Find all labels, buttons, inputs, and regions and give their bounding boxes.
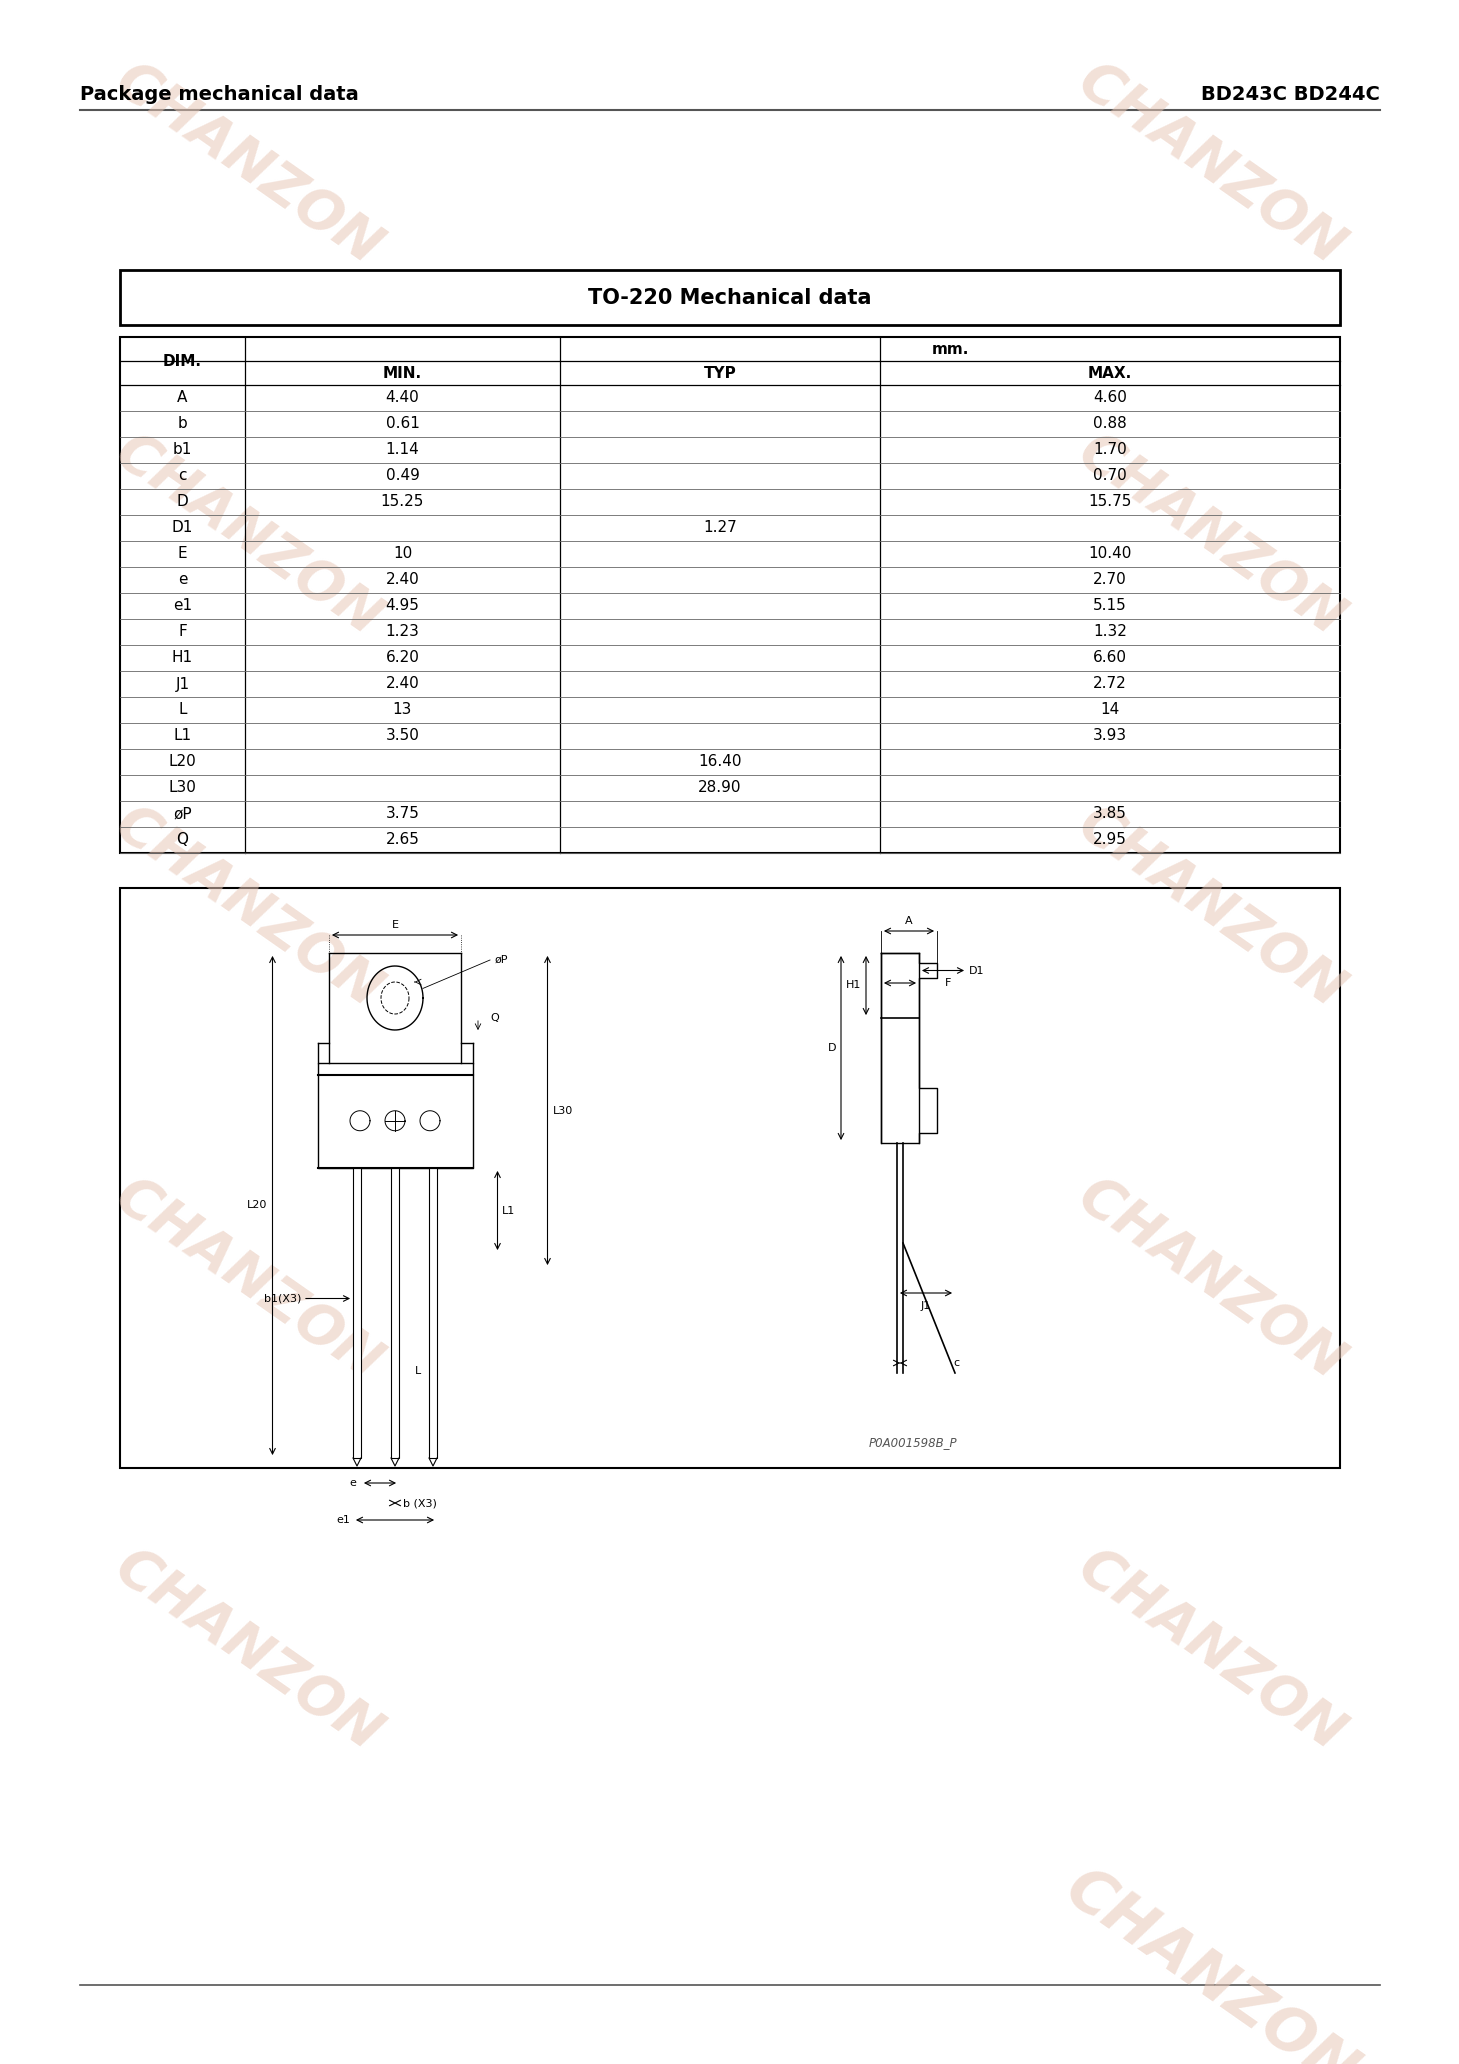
Text: b1: b1 bbox=[172, 442, 193, 458]
Bar bbox=[120, 888, 1339, 1468]
Text: 2.40: 2.40 bbox=[385, 677, 419, 691]
Text: 5.15: 5.15 bbox=[1093, 599, 1126, 613]
Text: c: c bbox=[953, 1358, 959, 1368]
Text: 1.14: 1.14 bbox=[385, 442, 419, 458]
Text: 3.85: 3.85 bbox=[1093, 807, 1126, 821]
Text: 3.50: 3.50 bbox=[385, 729, 419, 743]
Text: L1: L1 bbox=[502, 1205, 515, 1216]
Text: 10.40: 10.40 bbox=[1088, 547, 1132, 561]
Text: F: F bbox=[178, 625, 187, 640]
Text: E: E bbox=[391, 921, 398, 931]
Bar bbox=[429, 1168, 438, 1457]
Text: J1: J1 bbox=[175, 677, 190, 691]
Text: DIM.: DIM. bbox=[163, 353, 201, 369]
Text: 0.49: 0.49 bbox=[385, 469, 419, 483]
Text: P0A001598B_P: P0A001598B_P bbox=[868, 1437, 957, 1449]
Text: D1: D1 bbox=[172, 520, 193, 535]
Text: E: E bbox=[178, 547, 187, 561]
Text: b: b bbox=[178, 417, 187, 431]
Text: CHANZON: CHANZON bbox=[1068, 54, 1354, 277]
Text: L30: L30 bbox=[553, 1106, 573, 1115]
Text: Q: Q bbox=[490, 1013, 499, 1024]
Text: 1.27: 1.27 bbox=[703, 520, 737, 535]
Bar bbox=[120, 270, 1339, 324]
Text: H1: H1 bbox=[172, 650, 193, 665]
Text: 13: 13 bbox=[392, 702, 413, 718]
Text: 3.93: 3.93 bbox=[1093, 729, 1126, 743]
Text: 2.95: 2.95 bbox=[1093, 832, 1126, 848]
Text: CHANZON: CHANZON bbox=[1068, 425, 1354, 648]
Bar bbox=[353, 1168, 360, 1457]
Text: 3.75: 3.75 bbox=[385, 807, 419, 821]
Text: 14: 14 bbox=[1100, 702, 1119, 718]
Text: BD243C BD244C: BD243C BD244C bbox=[1201, 85, 1380, 105]
Text: D: D bbox=[827, 1042, 836, 1053]
Text: Q: Q bbox=[177, 832, 188, 848]
Text: 0.61: 0.61 bbox=[385, 417, 419, 431]
Text: L20: L20 bbox=[169, 755, 197, 770]
Text: F: F bbox=[945, 978, 951, 989]
Text: 4.60: 4.60 bbox=[1093, 390, 1126, 405]
Bar bbox=[391, 1168, 398, 1457]
Text: e: e bbox=[349, 1478, 356, 1488]
Text: CHANZON: CHANZON bbox=[105, 797, 391, 1020]
Text: L: L bbox=[178, 702, 187, 718]
Text: Package mechanical data: Package mechanical data bbox=[80, 85, 359, 105]
Text: 28.90: 28.90 bbox=[699, 780, 741, 795]
Text: 4.40: 4.40 bbox=[385, 390, 419, 405]
Bar bbox=[318, 1063, 473, 1168]
Text: 2.65: 2.65 bbox=[385, 832, 419, 848]
Text: e1: e1 bbox=[174, 599, 193, 613]
Text: CHANZON: CHANZON bbox=[1068, 1540, 1354, 1763]
Text: CHANZON: CHANZON bbox=[105, 1168, 391, 1391]
Text: 2.40: 2.40 bbox=[385, 572, 419, 588]
Text: H1: H1 bbox=[846, 980, 861, 991]
Text: e1: e1 bbox=[336, 1515, 350, 1525]
Text: L1: L1 bbox=[174, 729, 191, 743]
Text: CHANZON: CHANZON bbox=[1053, 1860, 1369, 2064]
Bar bbox=[120, 336, 1339, 852]
Text: 1.32: 1.32 bbox=[1093, 625, 1126, 640]
Text: 15.25: 15.25 bbox=[381, 495, 425, 510]
Text: L: L bbox=[414, 1366, 422, 1377]
Text: 16.40: 16.40 bbox=[699, 755, 741, 770]
Text: e: e bbox=[178, 572, 187, 588]
Text: CHANZON: CHANZON bbox=[105, 54, 391, 277]
Text: b1(X3): b1(X3) bbox=[264, 1294, 301, 1304]
Text: TO-220 Mechanical data: TO-220 Mechanical data bbox=[588, 287, 871, 308]
Text: 6.60: 6.60 bbox=[1093, 650, 1126, 665]
Text: 15.75: 15.75 bbox=[1088, 495, 1132, 510]
Text: CHANZON: CHANZON bbox=[1068, 1168, 1354, 1391]
Text: b (X3): b (X3) bbox=[403, 1498, 436, 1509]
Text: A: A bbox=[905, 916, 913, 927]
Text: CHANZON: CHANZON bbox=[1068, 797, 1354, 1020]
Text: MAX.: MAX. bbox=[1088, 365, 1132, 380]
Text: øP: øP bbox=[495, 956, 509, 966]
Text: MIN.: MIN. bbox=[382, 365, 422, 380]
Text: TYP: TYP bbox=[703, 365, 737, 380]
Text: A: A bbox=[178, 390, 188, 405]
Text: c: c bbox=[178, 469, 187, 483]
Text: L20: L20 bbox=[247, 1201, 267, 1210]
Text: 0.88: 0.88 bbox=[1093, 417, 1126, 431]
Text: CHANZON: CHANZON bbox=[105, 425, 391, 648]
Text: øP: øP bbox=[174, 807, 191, 821]
Text: 2.72: 2.72 bbox=[1093, 677, 1126, 691]
Text: 1.70: 1.70 bbox=[1093, 442, 1126, 458]
Text: D: D bbox=[177, 495, 188, 510]
Text: 0.70: 0.70 bbox=[1093, 469, 1126, 483]
Text: J1: J1 bbox=[921, 1300, 931, 1311]
Text: 4.95: 4.95 bbox=[385, 599, 419, 613]
Text: 10: 10 bbox=[392, 547, 411, 561]
Text: D1: D1 bbox=[969, 966, 985, 976]
Text: CHANZON: CHANZON bbox=[105, 1540, 391, 1763]
Text: mm.: mm. bbox=[931, 341, 969, 357]
Text: 1.23: 1.23 bbox=[385, 625, 419, 640]
Text: 6.20: 6.20 bbox=[385, 650, 419, 665]
Text: L30: L30 bbox=[169, 780, 197, 795]
Text: 2.70: 2.70 bbox=[1093, 572, 1126, 588]
